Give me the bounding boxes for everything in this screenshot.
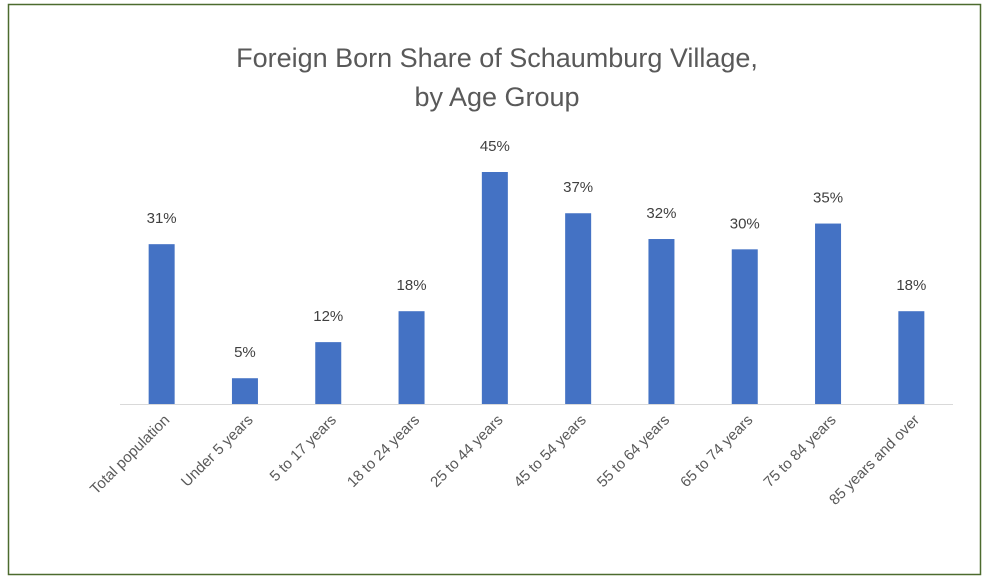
bar bbox=[648, 239, 675, 404]
value-label: 37% bbox=[563, 179, 593, 196]
bar bbox=[481, 172, 508, 404]
value-label: 31% bbox=[147, 210, 177, 227]
bar bbox=[148, 244, 175, 404]
value-label: 32% bbox=[646, 205, 676, 222]
chart-title: Foreign Born Share of Schaumburg Village… bbox=[236, 43, 758, 73]
chart-title: by Age Group bbox=[414, 82, 579, 112]
bar bbox=[565, 213, 592, 404]
bar bbox=[731, 249, 758, 404]
bar bbox=[898, 311, 925, 404]
bar bbox=[231, 378, 258, 404]
value-label: 5% bbox=[234, 344, 256, 361]
value-label: 18% bbox=[896, 277, 926, 294]
value-label: 30% bbox=[730, 215, 760, 232]
value-label: 35% bbox=[813, 190, 843, 207]
bar bbox=[315, 342, 342, 404]
value-label: 18% bbox=[397, 277, 427, 294]
value-label: 45% bbox=[480, 138, 510, 155]
bar bbox=[398, 311, 425, 404]
value-label: 12% bbox=[313, 308, 343, 325]
bar bbox=[815, 223, 842, 404]
